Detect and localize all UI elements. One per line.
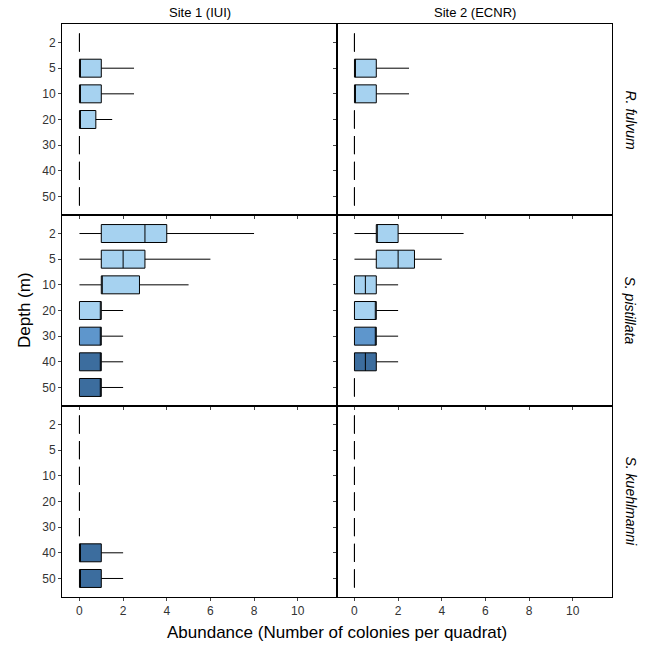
svg-text:2: 2 [395,604,402,618]
svg-text:10: 10 [566,604,580,618]
svg-text:Site 2 (ECNR): Site 2 (ECNR) [434,5,516,20]
svg-text:40: 40 [42,164,56,178]
svg-text:30: 30 [42,138,56,152]
svg-text:40: 40 [42,355,56,369]
svg-text:8: 8 [526,604,533,618]
svg-text:2: 2 [49,418,56,432]
svg-text:50: 50 [42,381,56,395]
svg-text:4: 4 [163,604,170,618]
svg-text:50: 50 [42,190,56,204]
svg-text:Site 1 (IUI): Site 1 (IUI) [169,5,231,20]
svg-text:0: 0 [76,604,83,618]
svg-text:0: 0 [351,604,358,618]
svg-text:40: 40 [42,546,56,560]
svg-text:6: 6 [207,604,214,618]
svg-text:20: 20 [42,304,56,318]
svg-text:4: 4 [438,604,445,618]
svg-text:Depth (m): Depth (m) [15,272,34,348]
svg-text:S. pistillata: S. pistillata [622,277,638,345]
svg-text:10: 10 [42,87,56,101]
svg-text:10: 10 [42,469,56,483]
svg-text:30: 30 [42,520,56,534]
svg-text:R. fulvum: R. fulvum [623,91,639,150]
svg-text:50: 50 [42,572,56,586]
svg-text:10: 10 [42,278,56,292]
svg-text:10: 10 [291,604,305,618]
svg-text:2: 2 [49,36,56,50]
svg-text:5: 5 [49,443,56,457]
svg-text:Abundance (Number of colonies: Abundance (Number of colonies per quadra… [167,623,507,642]
svg-text:30: 30 [42,329,56,343]
svg-text:5: 5 [49,252,56,266]
svg-text:20: 20 [42,113,56,127]
svg-text:2: 2 [49,227,56,241]
svg-text:8: 8 [251,604,258,618]
svg-text:5: 5 [49,61,56,75]
svg-text:S. kuehlmanni: S. kuehlmanni [623,457,639,547]
svg-text:2: 2 [120,604,127,618]
svg-text:20: 20 [42,495,56,509]
svg-text:6: 6 [482,604,489,618]
